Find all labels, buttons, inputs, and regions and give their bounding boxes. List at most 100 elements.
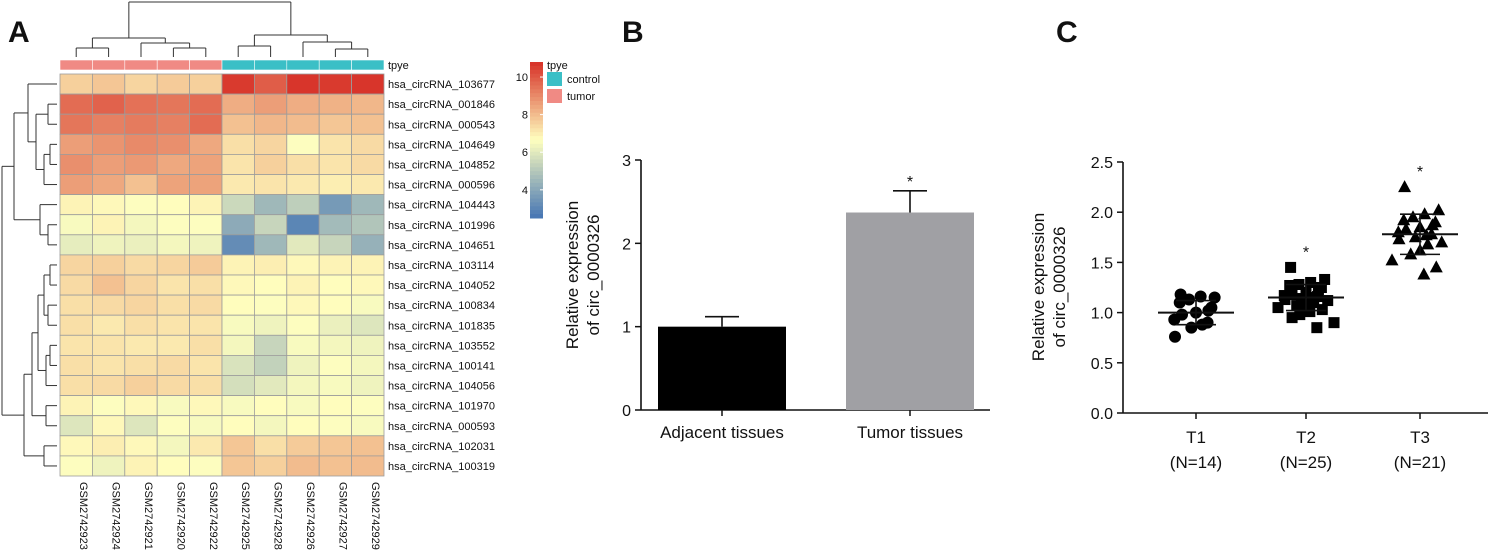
heatmap-cell [253,274,288,296]
y-axis-label-line: Relative expression [1029,213,1048,361]
row-label: hsa_circRNA_101835 [388,320,495,332]
heatmap-cell [156,455,190,477]
data-point-circle [1194,290,1207,303]
heatmap-cell [351,254,385,276]
heatmap-cell [124,375,158,397]
heatmap-cell [286,153,320,175]
heatmap-cell [221,435,255,457]
heatmap-cell [124,214,158,236]
legend-swatch-tumor [547,89,562,103]
y-tick-label: 0.0 [1091,406,1113,423]
heatmap-cell [286,133,320,155]
heatmap-cell [189,274,223,296]
bar-1 [846,212,974,410]
data-point-triangle [1408,230,1422,243]
data-point-square [1286,289,1298,301]
panel-b-label: B [622,16,644,49]
legend-title: tpye [547,60,568,72]
heatmap-cell [189,113,223,135]
data-point-square [1295,293,1307,305]
heatmap-cell [221,214,255,236]
heatmap-cell [189,133,223,155]
row-label: hsa_circRNA_000596 [388,180,495,192]
heatmap-cell [59,354,93,376]
data-point-circle [1169,330,1181,343]
heatmap-cell [318,133,353,155]
column-label: GSM2742922 [207,482,219,550]
data-point-triangle [1397,213,1411,226]
bar-0 [658,326,786,410]
colorbar-segment [530,128,543,133]
significance-marker: * [907,174,913,191]
sample-group-cell [286,59,320,71]
sample-group-cell [351,59,385,71]
colorbar-tick-label: 4 [522,185,528,197]
heatmap-cell [221,174,255,196]
heatmap-cell [286,113,320,135]
row-label: hsa_circRNA_104052 [388,280,495,292]
colorbar-segment [530,163,543,168]
sample-group-cell [318,59,352,71]
heatmap-cell [221,375,255,397]
heatmap-cell [286,93,320,115]
heatmap-cell [59,214,93,236]
row-label: hsa_circRNA_103552 [388,340,495,352]
heatmap-cell [92,435,126,457]
heatmap-cell [124,334,158,356]
heatmap-cell [221,254,255,276]
heatmap-cell [318,314,353,336]
y-axis-label-line: of circ_0000326 [584,215,603,336]
column-label: GSM2742928 [272,482,284,550]
heatmap-cell [59,153,93,175]
heatmap-cell [189,415,223,437]
heatmap-cell [124,153,158,175]
y-tick-label: 0.5 [1091,356,1113,373]
heatmap-cell [156,254,190,276]
heatmap-cell [351,435,385,457]
data-point-triangle [1421,237,1435,250]
colorbar-tick-label: 8 [522,110,528,122]
heatmap-cell [156,113,190,135]
heatmap-cell [286,334,320,356]
heatmap-cell [351,294,385,316]
heatmap-cell [124,415,158,437]
y-axis-label-line: Relative expression [563,201,582,349]
heatmap-cell [156,73,190,95]
legend-swatch-control [547,72,562,86]
data-point-triangle [1406,210,1420,223]
row-label: hsa_circRNA_100834 [388,300,495,312]
heatmap-cell [318,455,353,477]
heatmap-cell [59,435,93,457]
heatmap-cell [124,113,158,135]
heatmap-cell [221,93,255,115]
column-label: GSM2742929 [369,482,381,550]
heatmap-cell [221,113,255,135]
colorbar-segment [530,190,543,196]
heatmap-cell [351,415,385,437]
heatmap-cell [351,354,385,376]
colorbar-segment [530,147,543,153]
heatmap-cell [318,274,353,296]
x-tick-label: T2 [1296,428,1316,447]
data-point-triangle [1432,203,1446,216]
heatmap-cell [124,435,158,457]
heatmap-cell [253,194,288,216]
sample-group-cell [221,59,255,71]
row-label: hsa_circRNA_103114 [388,260,494,272]
heatmap-cell [156,274,190,296]
heatmap-cell [156,354,190,376]
colorbar-segment [530,182,543,188]
data-point-square [1319,273,1331,285]
heatmap-cell [253,234,288,256]
heatmap-cell [253,73,288,95]
heatmap-cell [221,73,255,95]
colorbar-segment [530,116,543,121]
heatmap-cell [189,354,223,376]
colorbar-segment [530,175,543,180]
heatmap-cell [286,455,320,477]
heatmap-cell [92,133,126,155]
heatmap-cell [156,435,190,457]
heatmap-cell [221,395,255,417]
data-point-triangle [1392,232,1406,245]
sample-group-cell [59,59,93,71]
